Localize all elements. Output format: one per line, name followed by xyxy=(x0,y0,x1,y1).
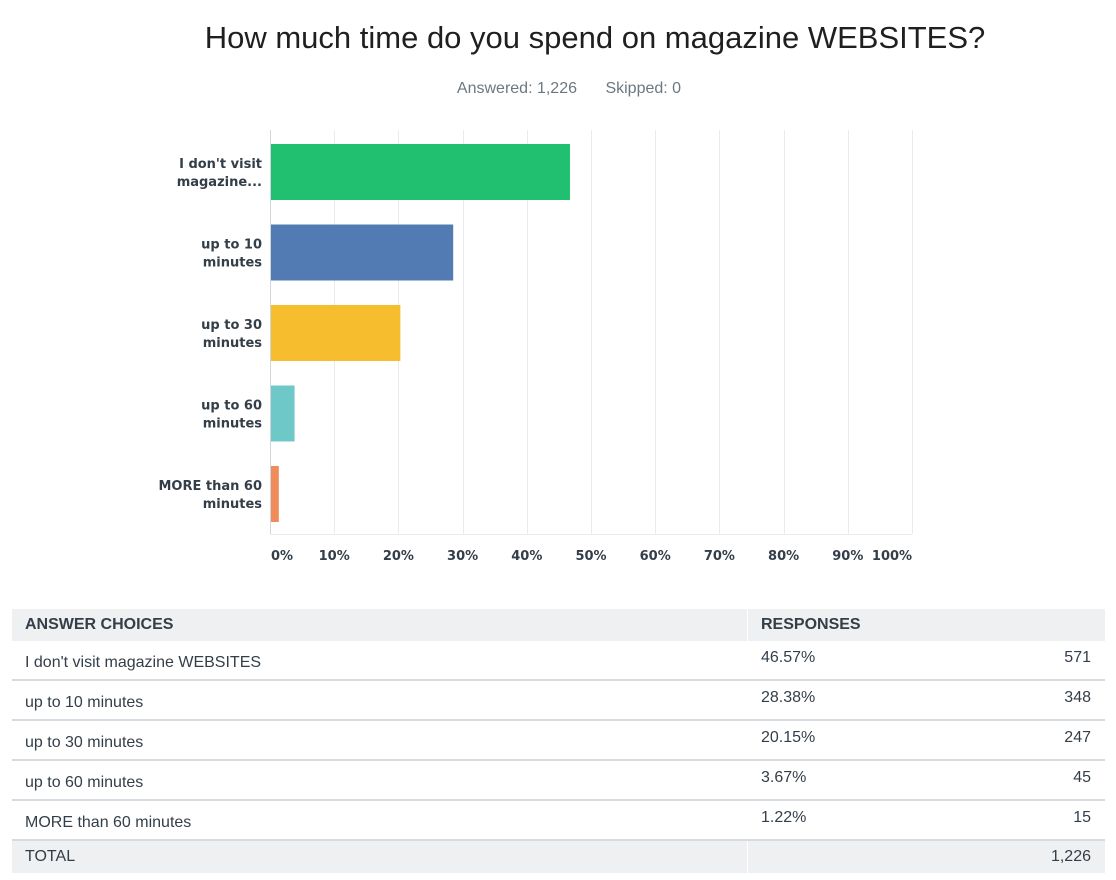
header-answer-choices: ANSWER CHOICES xyxy=(12,609,748,641)
skipped-count: Skipped: 0 xyxy=(605,80,682,97)
x-tick-label: 100% xyxy=(872,549,912,564)
table-header: ANSWER CHOICES RESPONSES xyxy=(12,609,1105,641)
category-label: minutes xyxy=(203,336,263,351)
bar-chart: I don't visit magazine... up to 10 minutes u… xyxy=(158,130,913,564)
table-row: up to 30 minutes 20.15% 247 xyxy=(12,721,1105,761)
response-stats: Answered: 1,226 Skipped: 0 xyxy=(0,80,1116,98)
table-row: MORE than 60 minutes 1.22% 15 xyxy=(12,801,1105,841)
choice-label: I don't visit magazine WEBSITES xyxy=(12,641,748,679)
table-total-row: TOTAL 1,226 xyxy=(12,841,1105,873)
response-count: 15 xyxy=(1073,809,1091,826)
response-percent: 3.67% xyxy=(761,769,807,786)
x-tick-label: 90% xyxy=(832,549,863,564)
response-count: 247 xyxy=(1064,729,1091,746)
choice-label: up to 30 minutes xyxy=(12,721,748,759)
table-row: up to 10 minutes 28.38% 348 xyxy=(12,681,1105,721)
table-row: up to 60 minutes 3.67% 45 xyxy=(12,761,1105,801)
choice-label: up to 60 minutes xyxy=(12,761,748,799)
response-count: 571 xyxy=(1064,649,1091,666)
bar xyxy=(271,144,570,200)
x-tick-label: 50% xyxy=(575,549,606,564)
header-responses: RESPONSES xyxy=(761,616,861,633)
category-label: minutes xyxy=(203,417,263,432)
response-percent: 20.15% xyxy=(761,729,816,746)
response-count: 348 xyxy=(1064,689,1091,706)
bar xyxy=(271,385,295,442)
bar xyxy=(271,305,401,361)
total-count: 1,226 xyxy=(1050,848,1091,865)
x-tick-label: 80% xyxy=(768,549,799,564)
bar xyxy=(271,466,279,522)
total-label: TOTAL xyxy=(12,841,748,873)
category-label: up to 30 xyxy=(201,318,262,333)
choice-label: up to 10 minutes xyxy=(12,681,748,719)
category-label: MORE than 60 xyxy=(158,479,262,494)
bar xyxy=(271,224,454,281)
x-tick-label: 70% xyxy=(704,549,735,564)
responses-table: ANSWER CHOICES RESPONSES I don't visit m… xyxy=(12,609,1105,873)
category-label: minutes xyxy=(203,497,263,512)
choice-label: MORE than 60 minutes xyxy=(12,801,748,839)
response-percent: 46.57% xyxy=(761,649,816,666)
category-label: minutes xyxy=(203,256,263,271)
x-tick-label: 10% xyxy=(319,549,350,564)
x-tick-label: 20% xyxy=(383,549,414,564)
chart-title: How much time do you spend on magazine W… xyxy=(204,20,986,55)
response-percent: 28.38% xyxy=(761,689,816,706)
x-tick-label: 0% xyxy=(271,549,293,564)
response-percent: 1.22% xyxy=(761,809,807,826)
x-tick-label: 40% xyxy=(511,549,542,564)
table-row: I don't visit magazine WEBSITES 46.57% 57… xyxy=(12,641,1105,681)
answered-count: Answered: 1,226 xyxy=(456,80,577,97)
category-label: magazine... xyxy=(177,175,262,190)
category-label: up to 10 xyxy=(201,238,262,253)
x-tick-label: 60% xyxy=(640,549,671,564)
category-label: up to 60 xyxy=(201,399,262,414)
response-count: 45 xyxy=(1073,769,1091,786)
category-label: I don't visit xyxy=(179,157,262,172)
x-tick-label: 30% xyxy=(447,549,478,564)
